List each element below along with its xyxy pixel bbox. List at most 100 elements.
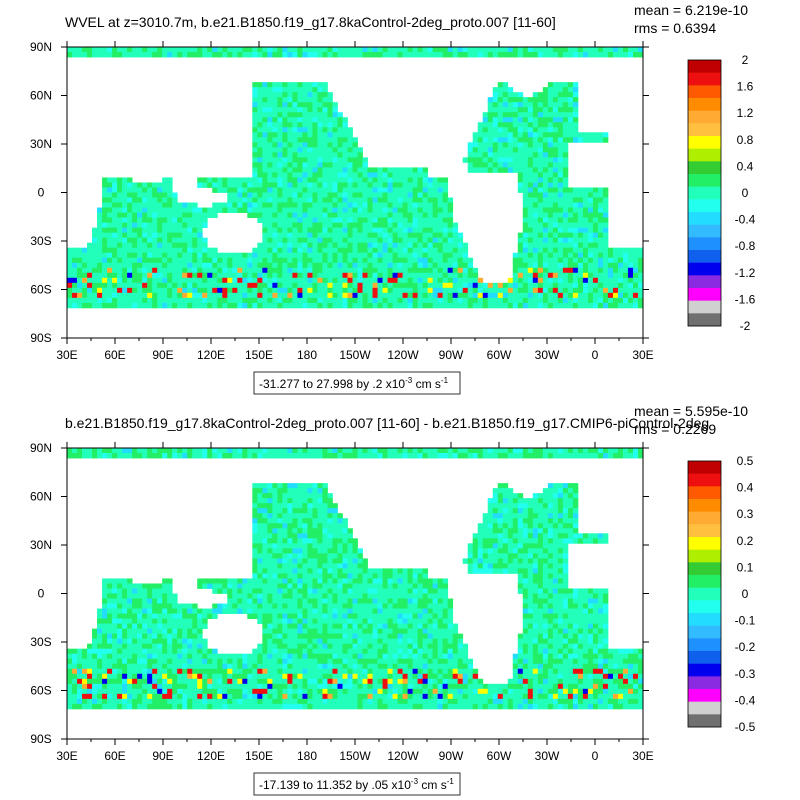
colorbar-swatch: [688, 638, 721, 652]
x-tick-label: 30W: [535, 749, 560, 763]
colorbar-label: -0.3: [735, 667, 756, 681]
y-tick-label: 90N: [30, 40, 52, 54]
colorbar-swatch: [688, 262, 721, 276]
x-tick-label: 30W: [535, 348, 560, 362]
colorbar-label: -0.4: [735, 213, 756, 227]
stat-rms: rms = 0.2269: [634, 421, 716, 437]
colorbar-swatch: [688, 701, 721, 715]
colorbar-swatch: [688, 313, 721, 327]
colorbar-label: 0.4: [737, 159, 754, 173]
colorbar-swatch: [688, 461, 721, 474]
x-tick-label: 90E: [152, 348, 173, 362]
colorbar-label: -0.8: [735, 239, 756, 253]
colorbar-label: 0.1: [737, 560, 754, 574]
range-label-unit: cm s: [412, 377, 441, 391]
colorbar-swatch: [688, 714, 721, 728]
colorbar-swatch: [688, 524, 721, 538]
panel-1: 30E 60E 90E 120E 150E 180 150W 120W 90W 60W 30W 0 30…: [30, 2, 756, 395]
y-tick-label: 30N: [30, 538, 52, 552]
x-tick-label: 90E: [152, 749, 173, 763]
range-label-prefix: -31.277 to 27.998 by .2 x10: [259, 377, 405, 391]
x-tick-label: 150W: [339, 749, 371, 763]
colorbar-swatch: [688, 186, 721, 200]
colorbar-swatch: [688, 562, 721, 576]
heatmap-field: [67, 448, 644, 710]
range-label-sup: -3: [411, 777, 419, 786]
chart-title: b.e21.B1850.f19_g17.8kaControl-2deg_prot…: [65, 415, 709, 431]
colorbar-swatch: [688, 85, 721, 99]
colorbar-swatch: [688, 237, 721, 251]
colorbar-swatch: [688, 600, 721, 614]
x-tick-label: 120W: [387, 749, 419, 763]
range-label: -17.139 to 11.352 by .05 x10-3 cm s-1: [259, 777, 454, 792]
y-tick-label: 60S: [30, 684, 51, 698]
colorbar-swatch: [688, 537, 721, 550]
colorbar-swatch: [688, 511, 721, 525]
x-tick-label: 30E: [632, 749, 653, 763]
x-tick-label: 120E: [197, 348, 225, 362]
x-tick-label: 90W: [439, 749, 464, 763]
colorbar-swatch: [688, 651, 721, 664]
y-tick-label: 60S: [30, 283, 51, 297]
y-tick-label: 90N: [30, 441, 52, 455]
colorbar-swatch: [688, 212, 721, 225]
colorbar-swatch: [688, 275, 721, 289]
x-tick-label: 30E: [632, 348, 653, 362]
colorbar-label: 0: [742, 587, 749, 601]
colorbar-frame: [687, 59, 722, 327]
colorbar-label: -0.5: [735, 720, 756, 734]
colorbar: 0.5 0.4 0.3 0.2 0.1 0 -0.1 -0.2 -0.3 -0.4 -0.5: [687, 454, 756, 734]
colorbar-label: -0.4: [735, 693, 756, 707]
colorbar-swatch: [688, 224, 721, 238]
colorbar-swatch: [688, 676, 721, 690]
colorbar-label: 0.5: [737, 454, 754, 468]
colorbar-swatch: [688, 60, 721, 73]
colorbar-swatch: [688, 300, 721, 314]
colorbar-swatch: [688, 174, 721, 187]
x-tick-label: 90W: [439, 348, 464, 362]
x-tick-label: 150E: [245, 348, 273, 362]
heatmap-field: [67, 47, 644, 309]
x-tick-label: 30E: [56, 348, 77, 362]
colorbar-swatch: [688, 288, 721, 301]
x-tick-label: 120W: [387, 348, 419, 362]
x-tick-label: 150E: [245, 749, 273, 763]
range-label-unit_sup: -1: [441, 376, 449, 385]
y-tick-label: 90S: [30, 331, 51, 345]
colorbar-swatch: [688, 98, 721, 111]
colorbar-swatch: [688, 549, 721, 563]
stat-mean: mean = 6.219e-10: [634, 2, 748, 18]
range-label: -31.277 to 27.998 by .2 x10-3 cm s-1: [259, 376, 449, 391]
colorbar-swatch: [688, 136, 721, 149]
x-tick-label: 150W: [339, 348, 371, 362]
colorbar-label: 0: [742, 186, 749, 200]
colorbar-label: -1.2: [735, 266, 756, 280]
x-tick-label: 0: [592, 749, 599, 763]
colorbar-label: 0.4: [737, 481, 754, 495]
range-label-prefix: -17.139 to 11.352 by .05 x10: [259, 778, 411, 792]
colorbar-label: 2: [742, 53, 749, 67]
colorbar-swatch: [688, 613, 721, 626]
stat-rms: rms = 0.6394: [634, 20, 716, 36]
colorbar-frame: [687, 460, 722, 728]
y-tick-label: 60N: [30, 490, 52, 504]
y-tick-label: 30N: [30, 137, 52, 151]
colorbar-swatch: [688, 199, 721, 213]
x-tick-label: 0: [592, 348, 599, 362]
colorbar-swatch: [688, 123, 721, 137]
colorbar-label: 0.2: [737, 534, 754, 548]
colorbar-label: -0.1: [735, 614, 756, 628]
chart-title: WVEL at z=3010.7m, b.e21.B1850.f19_g17.8…: [65, 14, 556, 30]
range-label-box: [253, 772, 461, 796]
colorbar-swatch: [688, 486, 721, 500]
y-tick-label: 0: [38, 186, 45, 200]
colorbar-swatch: [688, 689, 721, 702]
range-label-unit: cm s: [418, 778, 447, 792]
y-tick-label: 30S: [30, 234, 51, 248]
colorbar-label: 0.3: [737, 507, 754, 521]
x-tick-label: 120E: [197, 749, 225, 763]
colorbar-swatch: [688, 161, 721, 175]
colorbar-label: -0.2: [735, 640, 756, 654]
colorbar-swatch: [688, 473, 721, 487]
colorbar-swatch: [688, 587, 721, 601]
